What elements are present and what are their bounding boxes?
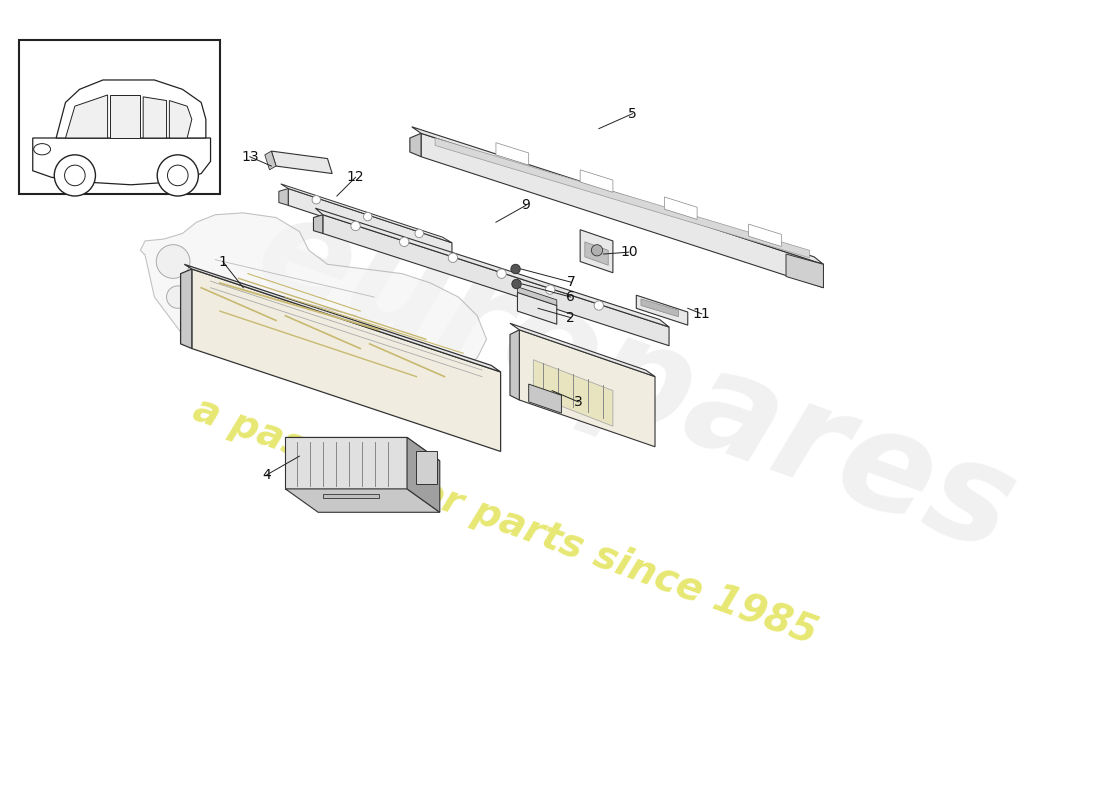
Text: 3: 3 — [574, 395, 583, 409]
Text: 6: 6 — [566, 290, 575, 304]
Text: 12: 12 — [346, 170, 364, 184]
Circle shape — [312, 195, 320, 204]
Polygon shape — [143, 97, 166, 138]
Polygon shape — [510, 330, 519, 400]
Circle shape — [399, 237, 409, 246]
Circle shape — [512, 279, 521, 289]
Polygon shape — [322, 494, 379, 498]
Text: 1: 1 — [218, 254, 227, 269]
Polygon shape — [411, 126, 824, 264]
Circle shape — [166, 286, 189, 308]
Polygon shape — [496, 142, 529, 165]
Text: 13: 13 — [241, 150, 258, 164]
Polygon shape — [56, 80, 206, 138]
Polygon shape — [517, 292, 557, 324]
Text: 11: 11 — [693, 307, 711, 321]
Polygon shape — [519, 330, 654, 446]
Polygon shape — [141, 213, 486, 377]
Polygon shape — [66, 95, 108, 138]
Text: 2: 2 — [566, 310, 575, 325]
Text: 7: 7 — [566, 275, 575, 289]
Polygon shape — [288, 189, 452, 260]
Polygon shape — [191, 269, 500, 451]
Polygon shape — [272, 151, 332, 174]
Circle shape — [497, 269, 506, 278]
Circle shape — [592, 245, 603, 256]
Circle shape — [415, 230, 424, 238]
Polygon shape — [285, 438, 407, 489]
Polygon shape — [585, 242, 608, 266]
Polygon shape — [185, 264, 501, 372]
Ellipse shape — [34, 144, 51, 155]
Circle shape — [546, 285, 554, 294]
Polygon shape — [322, 214, 669, 346]
Bar — [19, 40, 220, 194]
Text: 10: 10 — [620, 245, 638, 259]
Polygon shape — [280, 184, 452, 242]
Polygon shape — [749, 224, 781, 246]
Circle shape — [363, 212, 372, 221]
Polygon shape — [529, 384, 561, 413]
Polygon shape — [417, 451, 437, 484]
Polygon shape — [786, 254, 824, 288]
Polygon shape — [664, 197, 697, 219]
Polygon shape — [510, 323, 654, 377]
Polygon shape — [534, 360, 613, 426]
Polygon shape — [407, 438, 440, 512]
Polygon shape — [33, 138, 210, 185]
Polygon shape — [517, 286, 557, 306]
Polygon shape — [316, 208, 669, 327]
Polygon shape — [314, 214, 322, 234]
Circle shape — [594, 301, 604, 310]
Polygon shape — [285, 438, 440, 461]
Polygon shape — [580, 230, 613, 273]
Circle shape — [351, 222, 361, 230]
Polygon shape — [169, 101, 191, 138]
Circle shape — [65, 165, 85, 186]
Polygon shape — [285, 489, 440, 512]
Text: a passion for parts since 1985: a passion for parts since 1985 — [188, 390, 823, 653]
Polygon shape — [410, 134, 421, 157]
Polygon shape — [110, 95, 141, 138]
Polygon shape — [641, 299, 679, 317]
Polygon shape — [393, 358, 477, 405]
Circle shape — [156, 245, 190, 278]
Circle shape — [167, 165, 188, 186]
Circle shape — [510, 264, 520, 274]
Polygon shape — [421, 134, 824, 288]
Circle shape — [54, 155, 96, 196]
Polygon shape — [636, 295, 688, 325]
Text: europares: europares — [240, 182, 1033, 581]
Circle shape — [448, 253, 458, 262]
Polygon shape — [278, 189, 288, 206]
Circle shape — [157, 155, 198, 196]
Text: 4: 4 — [262, 468, 271, 482]
Polygon shape — [265, 151, 276, 170]
Text: 9: 9 — [521, 198, 530, 212]
Text: 5: 5 — [628, 106, 637, 121]
Polygon shape — [580, 170, 613, 192]
Polygon shape — [436, 138, 810, 258]
Polygon shape — [180, 269, 191, 349]
